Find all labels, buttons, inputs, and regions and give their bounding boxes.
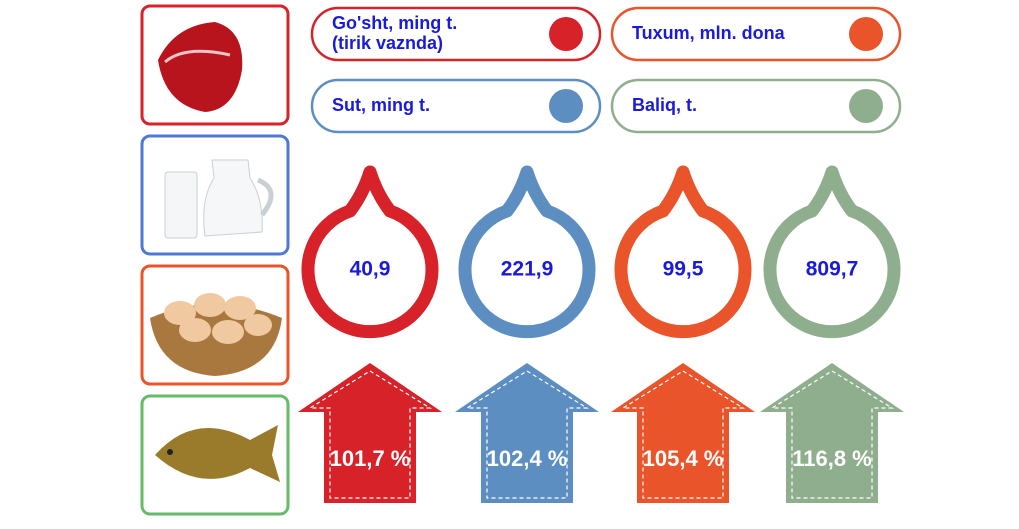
milk-jug xyxy=(203,159,263,237)
growth-arrow xyxy=(611,363,755,503)
meat-fat xyxy=(164,49,231,64)
legend-label: Tuxum, mln. dona xyxy=(632,23,786,43)
indicator-value: 40,9 xyxy=(350,258,391,281)
indicator-value: 809,7 xyxy=(806,258,859,281)
indicators: 40,9 101,7 % 221,9 102,4 % 99,5 105,4 % 809,7 1… xyxy=(298,165,904,503)
growth-arrow xyxy=(298,363,442,503)
value-drop xyxy=(763,165,901,339)
indicator-value: 99,5 xyxy=(663,258,704,281)
indicator: 221,9 102,4 % xyxy=(455,165,599,503)
growth-percent: 105,4 % xyxy=(643,446,724,471)
fish-icon xyxy=(155,425,280,482)
indicator: 40,9 101,7 % xyxy=(298,165,442,503)
legend-label: (tirik vaznda) xyxy=(332,33,443,53)
legend-swatch xyxy=(849,17,883,51)
legend: Go'sht, ming t.(tirik vaznda) Tuxum, mln.… xyxy=(310,6,902,134)
growth-percent: 116,8 % xyxy=(792,446,872,471)
meat-icon xyxy=(158,22,243,112)
growth-percent: 101,7 % xyxy=(330,446,411,471)
growth-arrow-stitch xyxy=(307,370,433,499)
value-drop xyxy=(301,165,439,339)
milk-jug-handle xyxy=(256,177,274,217)
legend-item: Sut, ming t. xyxy=(310,78,602,134)
eggs xyxy=(164,293,272,344)
legend-pill xyxy=(610,78,902,134)
legend-pill xyxy=(310,6,602,62)
legend-label: Sut, ming t. xyxy=(332,95,430,115)
legend-item: Baliq, t. xyxy=(610,78,902,134)
legend-item: Tuxum, mln. dona xyxy=(610,6,902,62)
legend-swatch xyxy=(549,17,583,51)
product-pictures xyxy=(140,4,290,516)
growth-arrow-stitch xyxy=(769,370,895,499)
growth-arrow xyxy=(455,363,599,503)
legend-swatch xyxy=(849,89,883,123)
legend-label: Baliq, t. xyxy=(632,95,697,115)
growth-arrow xyxy=(760,363,904,503)
indicator-value: 221,9 xyxy=(501,258,554,281)
legend-item: Go'sht, ming t.(tirik vaznda) xyxy=(310,6,602,62)
indicator: 809,7 116,8 % xyxy=(760,165,904,503)
value-drop xyxy=(614,165,752,339)
growth-percent: 102,4 % xyxy=(487,446,568,471)
milk-glass xyxy=(164,171,198,239)
growth-arrow-stitch xyxy=(464,370,590,499)
growth-arrow-stitch xyxy=(620,370,746,499)
legend-label: Go'sht, ming t. xyxy=(332,13,457,33)
legend-pill xyxy=(610,6,902,62)
value-drop xyxy=(458,165,596,339)
fish-eye xyxy=(167,449,173,455)
legend-pill xyxy=(310,78,602,134)
legend-swatch xyxy=(549,89,583,123)
indicator: 99,5 105,4 % xyxy=(611,165,755,503)
